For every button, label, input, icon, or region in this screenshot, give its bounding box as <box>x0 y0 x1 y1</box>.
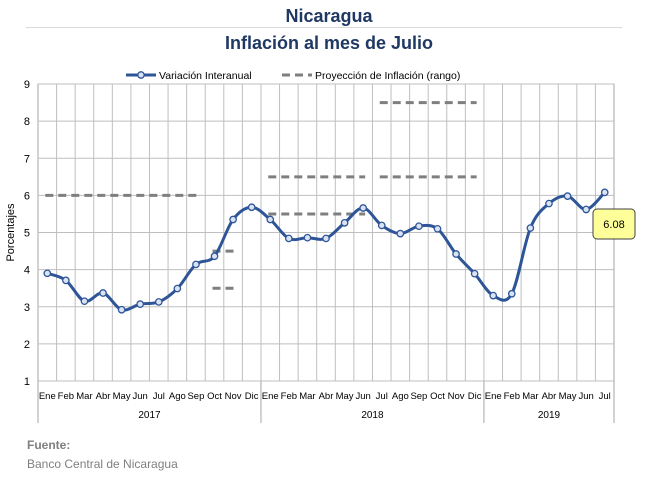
series-point <box>173 284 182 293</box>
x-tick-label: Feb <box>504 391 520 402</box>
y-tick-label: 6 <box>24 190 30 202</box>
series-point <box>247 203 256 212</box>
x-tick-label: Ago <box>169 391 186 402</box>
chart-subtitle: Inflación al mes de Julio <box>224 33 434 53</box>
y-tick-label: 3 <box>24 302 30 314</box>
x-tick-label: Ene <box>39 391 56 402</box>
series-point <box>192 260 200 269</box>
x-tick-label: Mar <box>299 391 315 402</box>
x-tick-label: Abr <box>542 391 557 402</box>
x-tick-label: Dic <box>468 391 482 402</box>
y-tick-label: 4 <box>24 265 30 277</box>
x-tick-label: Ene <box>485 391 502 402</box>
x-tick-label: May <box>559 391 577 402</box>
x-tick-label: May <box>336 391 354 402</box>
series-point <box>433 224 442 233</box>
x-tick-label: Feb <box>58 391 74 402</box>
y-tick-label: 8 <box>24 116 30 128</box>
x-tick-label: Oct <box>430 391 445 402</box>
series-point <box>303 233 312 242</box>
series-point <box>340 218 349 227</box>
x-tick-label: Abr <box>96 391 111 402</box>
x-tick-label: Ago <box>392 391 409 402</box>
x-tick-label: Dic <box>245 391 259 402</box>
x-tick-label: Jun <box>578 391 593 402</box>
x-tick-label: Nov <box>448 391 465 402</box>
source-text: Banco Central de Nicaragua <box>27 457 178 471</box>
series-point <box>284 234 293 243</box>
series-point <box>452 250 460 258</box>
series-point <box>80 297 89 306</box>
x-tick-label: Feb <box>281 391 297 402</box>
series-point <box>489 291 498 300</box>
legend-label: Proyección de Inflación (rango) <box>315 70 460 82</box>
y-tick-label: 2 <box>24 339 30 351</box>
x-tick-label: May <box>113 391 131 402</box>
series-point <box>582 205 590 214</box>
y-tick-label: 1 <box>24 376 30 388</box>
x-tick-label: Jun <box>133 391 148 402</box>
series-point <box>545 199 553 208</box>
x-tick-label: Ene <box>262 391 279 402</box>
series-point <box>117 305 126 314</box>
x-tick-label: Oct <box>207 391 222 402</box>
series-point <box>136 300 145 309</box>
year-label: 2019 <box>538 410 561 421</box>
x-tick-label: Sep <box>410 391 427 402</box>
series-point <box>415 222 423 231</box>
legend-label: Variación Interanual <box>159 70 252 82</box>
series-point <box>359 204 368 212</box>
series-point <box>470 269 479 278</box>
x-tick-label: Abr <box>319 391 334 402</box>
x-tick-label: Jun <box>355 391 370 402</box>
title-divider <box>26 27 622 28</box>
source-label: Fuente: <box>27 438 71 452</box>
x-tick-label: Nov <box>225 391 242 402</box>
y-tick-label: 5 <box>24 228 30 240</box>
series-point <box>99 289 107 297</box>
series-point <box>600 188 609 197</box>
series-point <box>210 252 219 261</box>
year-label: 2017 <box>138 410 161 421</box>
series-point <box>62 276 70 285</box>
x-tick-label: Mar <box>522 391 538 402</box>
y-axis-label: Porcentajes <box>5 203 17 262</box>
x-tick-label: Sep <box>187 391 204 402</box>
x-tick-label: Jul <box>376 391 388 402</box>
legend-point-marker <box>137 71 145 79</box>
series-point <box>229 215 237 224</box>
x-tick-label: Jul <box>599 391 611 402</box>
callout-box <box>592 208 636 240</box>
series-point <box>396 229 405 238</box>
series-point <box>563 192 572 200</box>
series-point <box>526 224 535 232</box>
x-tick-label: Jul <box>153 391 165 402</box>
series-point <box>377 221 386 230</box>
y-tick-label: 9 <box>24 79 30 91</box>
series-point <box>43 269 52 278</box>
x-tick-label: Mar <box>76 391 92 402</box>
year-label: 2018 <box>361 410 384 421</box>
y-tick-label: 7 <box>24 153 30 165</box>
series-point <box>507 289 516 298</box>
series-point <box>322 234 330 243</box>
series-point <box>266 215 275 224</box>
chart-title: Nicaragua <box>285 6 373 26</box>
callout-label: 6.08 <box>603 219 624 231</box>
series-point <box>154 298 163 306</box>
